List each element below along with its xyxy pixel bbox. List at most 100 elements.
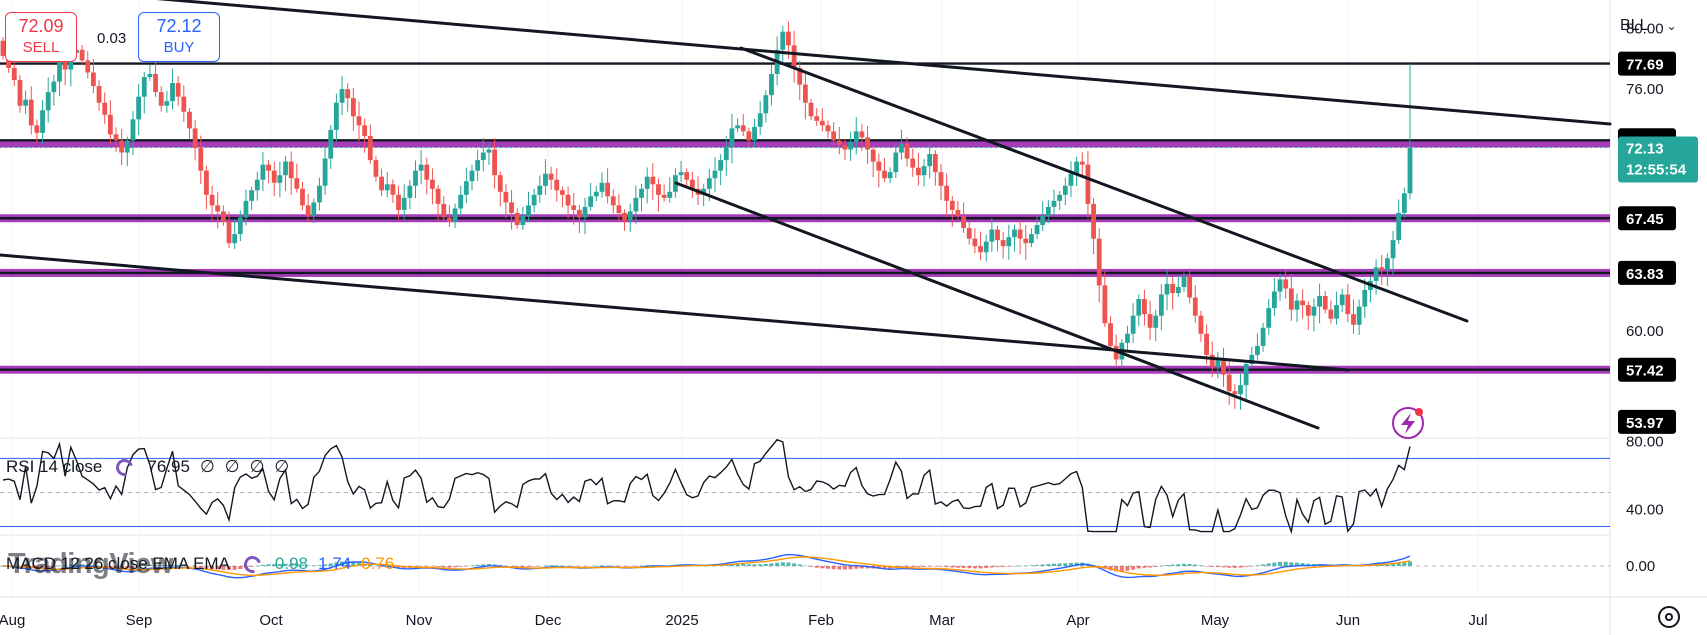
- macd-histogram-bar: [1063, 563, 1068, 566]
- macd-histogram-bar: [1040, 564, 1045, 566]
- macd-histogram-bar: [289, 563, 294, 566]
- candle-body: [475, 160, 481, 171]
- candle-body: [910, 158, 916, 168]
- candle-body: [780, 31, 786, 50]
- indicator-settings-icon[interactable]: [113, 455, 137, 479]
- candle-body: [130, 119, 136, 141]
- macd-histogram-bar: [306, 565, 311, 566]
- macd-histogram-bar: [1266, 563, 1271, 566]
- candle-body: [271, 170, 277, 183]
- trendline: [674, 181, 1320, 430]
- candle-body: [79, 49, 85, 61]
- macd-histogram-bar: [74, 564, 79, 566]
- macd-histogram-bar: [639, 565, 644, 567]
- trendline: [0, 253, 1350, 372]
- macd-histogram-bar: [1148, 566, 1153, 568]
- candle-body: [531, 194, 537, 206]
- chart-settings-icon[interactable]: [1658, 606, 1680, 628]
- candle-body: [706, 178, 712, 189]
- macd-histogram-bar: [311, 565, 316, 567]
- macd-histogram-bar: [1131, 566, 1136, 570]
- candle-body: [1311, 306, 1317, 316]
- macd-histogram-bar: [266, 564, 271, 566]
- candle-body: [1271, 291, 1277, 309]
- macd-histogram-bar: [1396, 563, 1401, 566]
- macd-histogram-bar: [611, 565, 616, 567]
- time-axis[interactable]: Aug Sep Oct Nov Dec 2025 Feb Mar Apr May Jun Jul: [0, 612, 1488, 629]
- candle-body: [1215, 357, 1221, 368]
- macd-histogram-bar: [181, 565, 186, 566]
- buy-button[interactable]: 72.12 BUY: [138, 12, 220, 62]
- candle-body: [390, 184, 396, 195]
- support-resistance-zone: [0, 139, 1610, 148]
- candle-body: [1187, 276, 1193, 298]
- macd-line-value: 1.74: [318, 554, 352, 573]
- indicator-settings-icon[interactable]: [240, 552, 265, 576]
- macd-histogram-bar: [1012, 565, 1017, 567]
- candle-body: [1023, 238, 1029, 244]
- candle-body: [1164, 283, 1170, 295]
- candle-body: [23, 99, 29, 106]
- candle-body: [622, 212, 627, 221]
- symbol-select[interactable]: BLL ⌄: [1620, 12, 1700, 40]
- macd-histogram-bar: [605, 565, 610, 567]
- candle-body: [266, 164, 271, 171]
- candle-body: [102, 102, 108, 115]
- candle-body: [62, 60, 68, 70]
- candle-body: [215, 205, 221, 212]
- macd-histogram-bar: [97, 565, 102, 567]
- lightning-icon[interactable]: [1392, 407, 1424, 439]
- candle-body: [740, 125, 746, 132]
- macd-legend[interactable]: MACD 12 26 close EMA EMA 0.98 1.74 0.76: [6, 552, 394, 576]
- sell-button[interactable]: 72.09 SELL: [5, 12, 77, 62]
- macd-histogram-bar: [1125, 566, 1130, 571]
- macd-histogram-bar: [955, 566, 960, 568]
- rsi-extra: ∅: [274, 457, 290, 476]
- macd-histogram-bar: [1136, 566, 1141, 569]
- macd-histogram-bar: [848, 566, 853, 570]
- candle-body: [1113, 345, 1119, 360]
- macd-histogram-bar: [210, 566, 215, 570]
- rsi-line: [2, 438, 1411, 535]
- candle-body: [1260, 327, 1266, 346]
- candle-body: [1226, 374, 1232, 392]
- candle-body: [509, 202, 514, 213]
- candle-body: [633, 197, 639, 212]
- rsi-legend[interactable]: RSI 14 close 76.95 ∅ ∅ ∅ ∅: [6, 455, 290, 479]
- candle-body: [1012, 229, 1017, 238]
- candle-body: [384, 184, 390, 191]
- price-axis[interactable]: 80.0076.0060.0077.6972.6167.4563.8357.42…: [1618, 21, 1698, 434]
- candle-body: [311, 202, 317, 216]
- candle-body: [119, 140, 125, 153]
- candle-body: [678, 172, 684, 176]
- macd-histogram-bar: [1153, 566, 1158, 567]
- candle-body: [226, 222, 232, 244]
- candle-body: [11, 67, 17, 81]
- macd-histogram-bar: [537, 566, 542, 567]
- macd-histogram-bar: [1029, 565, 1034, 566]
- candle-body: [503, 191, 509, 203]
- macd-histogram-bar: [1114, 566, 1119, 572]
- candle-body: [260, 164, 266, 180]
- macd-histogram-bar: [193, 566, 198, 567]
- candle-body: [249, 190, 255, 201]
- candle-body: [91, 72, 96, 87]
- macd-histogram-bar: [1006, 566, 1011, 567]
- candle-body: [859, 131, 865, 138]
- macd-histogram-bar: [752, 564, 757, 566]
- macd-histogram-bar: [520, 566, 525, 568]
- rsi-extra: ∅: [249, 457, 265, 476]
- candle-body: [904, 143, 910, 159]
- macd-histogram-bar: [402, 566, 407, 569]
- candle-body: [1175, 286, 1181, 294]
- candle-body: [147, 74, 153, 78]
- macd-histogram-bar: [40, 566, 45, 569]
- candle-body: [927, 154, 933, 167]
- candle-body: [1136, 299, 1142, 316]
- candle-body: [1221, 357, 1226, 375]
- price-level-tag: [1618, 357, 1676, 382]
- candle-body: [1125, 333, 1130, 343]
- macd-histogram-bar: [1402, 562, 1407, 566]
- candle-body: [899, 143, 904, 153]
